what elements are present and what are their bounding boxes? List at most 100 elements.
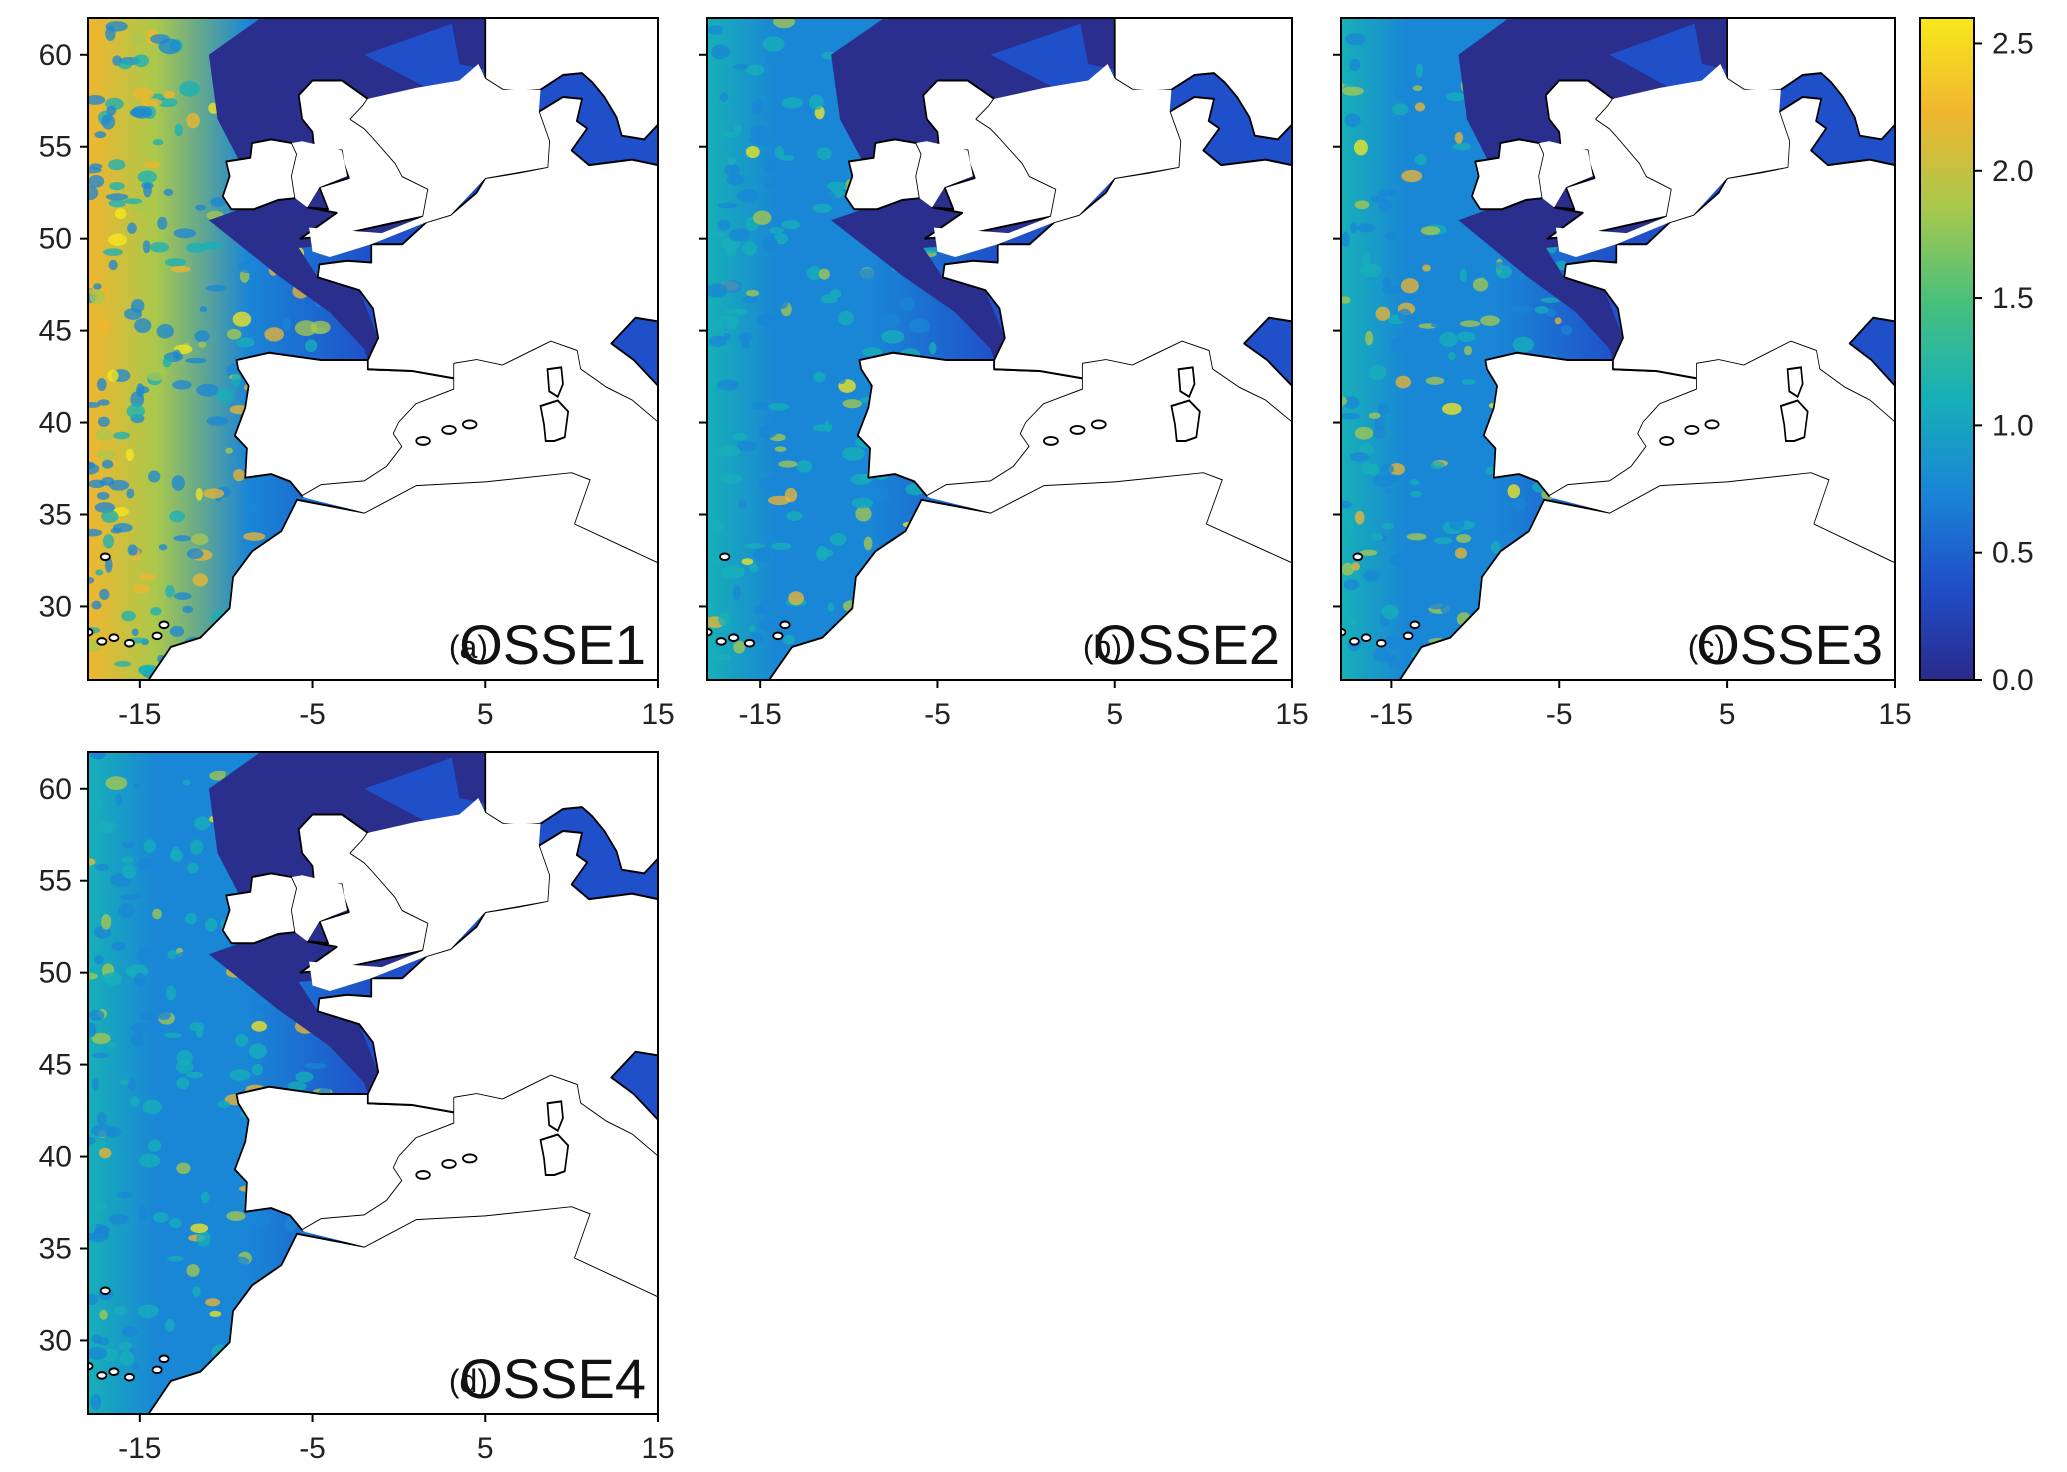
x-tick-label: -15 [118,1432,161,1465]
eddy-blob [93,955,104,965]
eddy-blob [176,1050,193,1066]
eddy-blob [94,864,110,871]
eddy-blob [227,1256,250,1266]
eddy-blob [176,1162,191,1175]
eddy-blob [196,1230,211,1247]
land-corsica [1786,366,1804,399]
eddy-blob [716,379,740,391]
colorbar-tick-label: 1.5 [1992,282,2034,315]
eddy-blob [130,32,148,45]
x-tick-label: 5 [477,1432,494,1465]
x-tick-label: 15 [1275,698,1308,731]
eddy-blob [1561,325,1573,335]
eddy-blob [1359,263,1382,278]
eddy-blob [153,1212,169,1223]
eddy-blob [1382,522,1395,530]
eddy-blob [108,1041,117,1048]
eddy-blob [711,653,732,661]
eddy-blob [771,542,792,550]
eddy-blob [182,779,191,786]
eddy-blob [198,341,207,348]
eddy-blob [149,607,162,616]
eddy-blob [1368,463,1380,476]
y-tick-label: 50 [39,223,72,256]
eddy-blob [163,188,174,197]
eddy-blob [1409,479,1420,486]
eddy-blob [1389,661,1409,668]
eddy-blob [771,582,784,589]
panel-letter: (d) [449,1363,488,1399]
eddy-blob [734,124,743,133]
eddy-blob [726,156,737,166]
eddy-blob [750,125,769,139]
eddy-blob [94,1140,107,1148]
eddy-blob [767,495,791,506]
eddy-blob [1341,231,1350,248]
eddy-blob [1443,173,1459,181]
eddy-blob [91,1032,111,1045]
eddy-blob [237,261,258,273]
mediterranean-nodata [302,341,658,563]
eddy-blob [88,479,105,489]
eddy-blob [718,444,741,457]
land-balearic [462,1153,478,1164]
land-island [88,627,94,637]
eddy-blob [1341,296,1351,304]
eddy-blob [1433,537,1453,545]
land-island [1352,552,1364,562]
eddy-blob [88,1203,107,1210]
eddy-blob [1420,226,1441,236]
eddy-blob [194,816,211,831]
eddy-blob [725,308,748,315]
eddy-blob [232,311,252,327]
eddy-blob [152,139,164,146]
panel-title: OSSE2 [1093,613,1280,676]
x-tick-label: 15 [641,1432,674,1465]
eddy-blob [807,623,817,638]
eddy-blob [1370,195,1386,203]
eddy-blob [152,908,162,920]
eddy-blob [1412,85,1423,92]
y-tick-label: 60 [39,773,72,806]
eddy-blob [1463,345,1473,356]
eddy-blob [757,313,778,328]
eddy-blob [161,757,180,771]
eddy-blob [762,36,785,52]
eddy-blob [707,231,727,239]
eddy-blob [113,431,131,440]
eddy-blob [201,241,223,250]
eddy-blob [174,592,192,600]
eddy-blob [1421,340,1443,349]
eddy-blob [752,546,772,563]
eddy-blob [748,625,756,632]
eddy-blob [881,314,901,328]
y-tick-label: 40 [39,1141,72,1174]
eddy-blob [108,199,126,208]
eddy-blob [179,1310,191,1324]
eddy-blob [1430,499,1453,511]
land-africa [768,471,1292,680]
eddy-blob [881,330,905,344]
eddy-blob [174,123,183,137]
eddy-blob [1341,412,1361,420]
panel-frame [87,17,659,681]
eddy-blob [1367,364,1387,381]
land-balearic [441,1158,457,1169]
eddy-blob [125,448,134,462]
eddy-blob [1439,331,1458,347]
eddy-blob [767,157,784,168]
eddy-blob [774,145,785,159]
eddy-blob [97,399,110,406]
panel-title: OSSE4 [459,1347,646,1410]
land-africa [1398,471,1895,680]
eddy-blob [752,210,772,225]
eddy-blob [1359,549,1378,556]
eddy-blob [813,371,826,383]
eddy-blob [1512,498,1528,510]
eddy-blob [737,189,759,203]
land-balearic [415,1169,431,1180]
eddy-blob [808,94,824,110]
eddy-blob [187,862,199,874]
eddy-blob [746,289,760,297]
